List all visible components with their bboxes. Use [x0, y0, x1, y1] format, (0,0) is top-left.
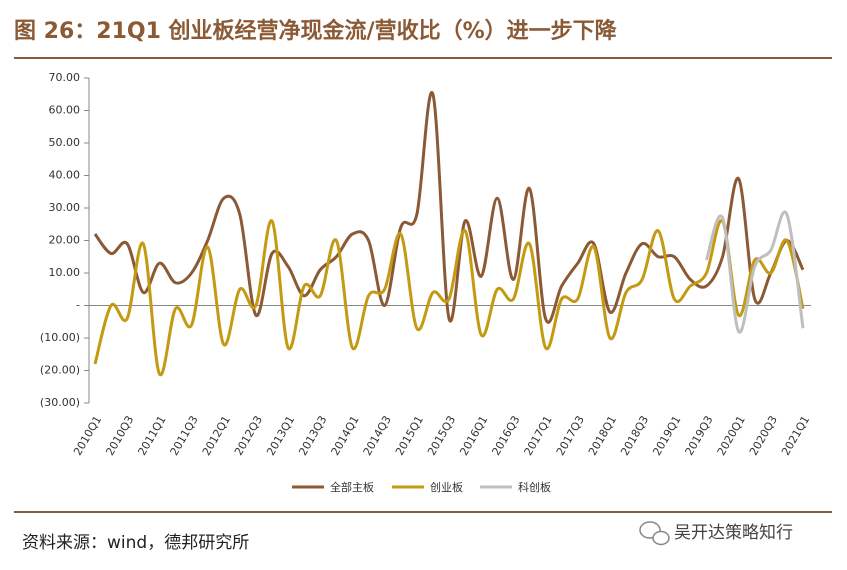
- x-tick-label: 2014Q1: [329, 414, 362, 458]
- y-tick-label: 10.00: [49, 266, 81, 279]
- x-tick-label: 2010Q1: [71, 414, 104, 458]
- y-tick-label: 30.00: [49, 201, 81, 214]
- x-tick-label: 2018Q3: [618, 414, 651, 458]
- legend-label: 创业板: [430, 480, 463, 494]
- source: 资料来源：wind，德邦研究所: [22, 533, 249, 553]
- series-line: [93, 219, 805, 377]
- series-line: [705, 210, 805, 334]
- y-tick-label: (30.00): [40, 396, 80, 409]
- wechat-icon: [639, 521, 670, 546]
- x-tick-label: 2014Q3: [361, 414, 394, 458]
- x-tick-label: 2013Q1: [264, 414, 297, 458]
- x-tick-label: 2015Q1: [393, 414, 426, 458]
- y-tick-label: 20.00: [49, 234, 81, 247]
- y-tick-label: 50.00: [49, 136, 81, 149]
- x-tick-label: 2011Q1: [135, 414, 168, 458]
- y-tick-label: (20.00): [40, 364, 80, 377]
- x-tick-label: 2016Q3: [489, 414, 522, 458]
- y-tick-label: 70.00: [49, 71, 81, 84]
- x-tick-label: 2019Q1: [650, 414, 683, 458]
- x-tick-label: 2013Q3: [296, 414, 329, 458]
- x-tick-label: 2017Q3: [554, 414, 587, 458]
- chart-title: 图 26：21Q1 创业板经营净现金流/营收比（%）进一步下降: [14, 18, 618, 44]
- x-tick-label: 2018Q1: [586, 414, 619, 458]
- x-tick-label: 2017Q1: [522, 414, 555, 458]
- series-line: [93, 91, 805, 324]
- x-tick-label: 2011Q3: [168, 414, 201, 458]
- watermark: 吴开达策略知行: [674, 523, 793, 543]
- y-tick-label: 60.00: [49, 104, 81, 117]
- x-tick-label: 2012Q3: [232, 414, 265, 458]
- legend-label: 科创板: [518, 480, 551, 494]
- x-tick-label: 2016Q1: [457, 414, 490, 458]
- y-tick-label: (10.00): [40, 331, 80, 344]
- x-tick-label: 2012Q1: [200, 414, 233, 458]
- x-tick-label: 2019Q3: [683, 414, 716, 458]
- x-tick-label: 2021Q1: [779, 414, 812, 458]
- x-tick-label: 2015Q3: [425, 414, 458, 458]
- x-tick-label: 2010Q3: [103, 414, 136, 458]
- y-tick-label: 40.00: [49, 169, 81, 182]
- legend-label: 全部主板: [330, 480, 374, 494]
- x-tick-label: 2020Q3: [747, 414, 780, 458]
- y-tick-label: -: [76, 299, 80, 312]
- x-tick-label: 2020Q1: [715, 414, 748, 458]
